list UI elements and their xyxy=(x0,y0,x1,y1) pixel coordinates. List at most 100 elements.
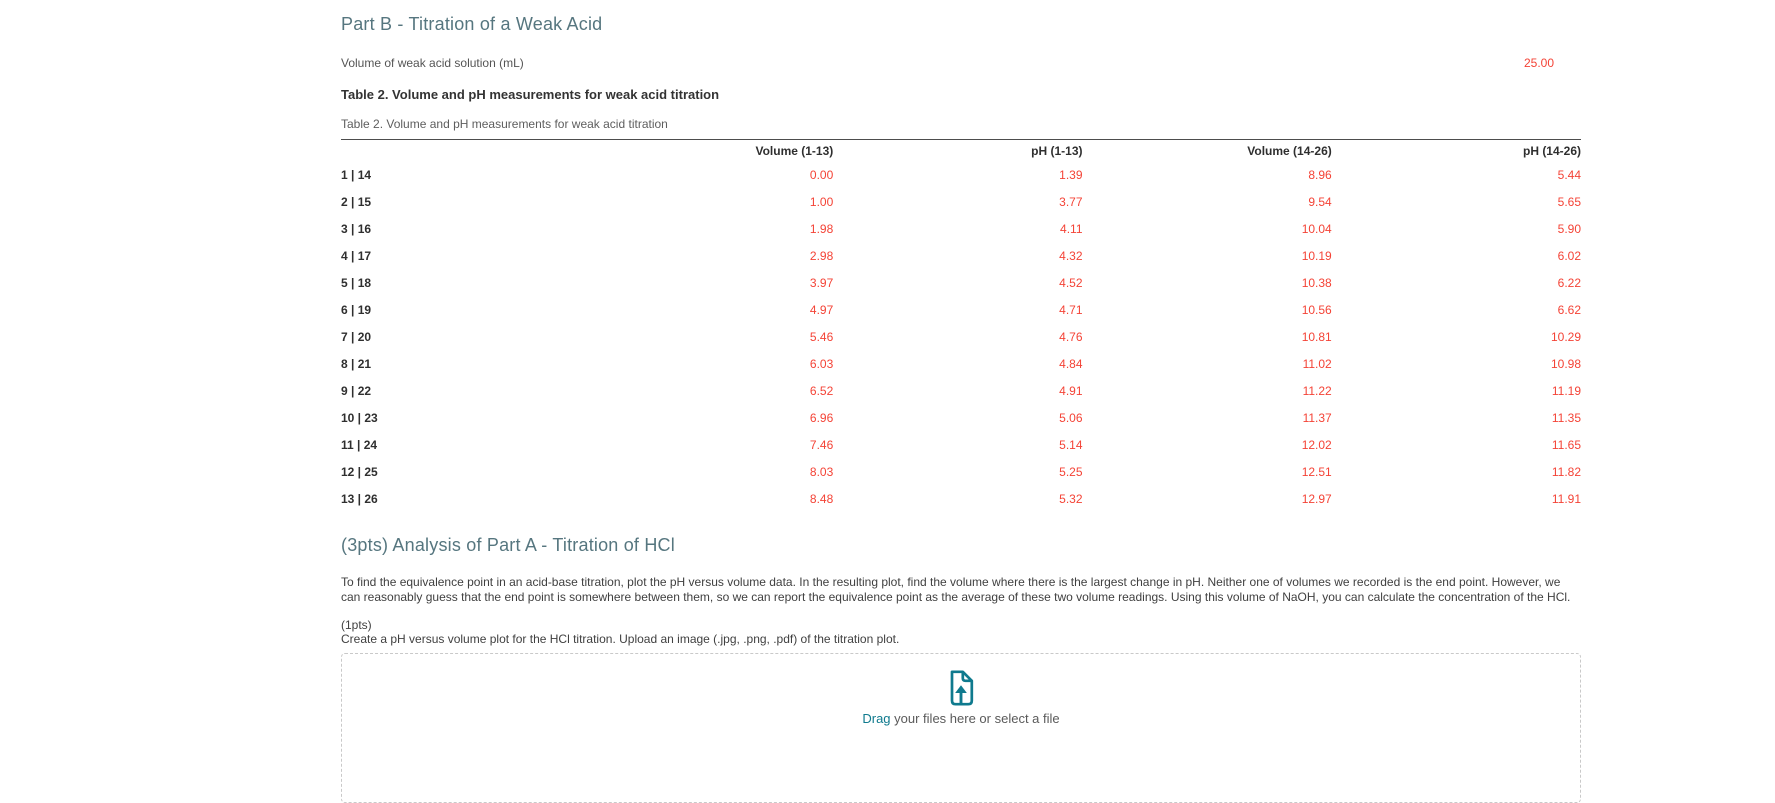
cell-value[interactable]: 4.84 xyxy=(1059,356,1083,371)
cell-value[interactable]: 10.81 xyxy=(1301,329,1332,344)
analysis-section-title: (3pts) Analysis of Part A - Titration of… xyxy=(341,535,675,555)
part-b-section-title: Part B - Titration of a Weak Acid xyxy=(341,14,603,34)
cell-value[interactable]: 2.98 xyxy=(809,248,834,263)
table-row: 10 | 23 6.96 5.06 11.37 11.35 xyxy=(341,404,1581,431)
cell-value[interactable]: 10.19 xyxy=(1301,248,1332,263)
table-row: 4 | 17 2.98 4.32 10.19 6.02 xyxy=(341,242,1581,269)
cell-value[interactable]: 12.02 xyxy=(1301,437,1332,452)
row-label: 2 | 15 xyxy=(341,194,372,209)
cell-value[interactable]: 11.22 xyxy=(1302,383,1332,398)
column-header: Volume (14-26) xyxy=(1247,144,1332,158)
column-header: pH (1-13) xyxy=(1031,144,1083,158)
cell-value[interactable]: 4.52 xyxy=(1059,275,1083,290)
row-label: 12 | 25 xyxy=(341,464,378,479)
table-row: 1 | 14 0.00 1.39 8.96 5.44 xyxy=(341,161,1581,188)
cell-value[interactable]: 5.90 xyxy=(1557,221,1581,236)
row-label: 13 | 26 xyxy=(341,491,378,506)
measurements-table: Volume (1-13) pH (1-13) Volume (14-26) pH (… xyxy=(341,139,1581,512)
cell-value[interactable]: 4.97 xyxy=(809,302,834,317)
file-upload-dropzone[interactable]: Drag your files here or select a file xyxy=(341,653,1581,803)
cell-value[interactable]: 11.37 xyxy=(1302,410,1332,425)
upload-hint-text[interactable]: Drag your files here or select a file xyxy=(862,711,1059,726)
cell-value[interactable]: 11.35 xyxy=(1551,410,1581,425)
measurements-table-body: 1 | 14 0.00 1.39 8.96 5.44 2 | 15 1.00 3.77 9.54… xyxy=(341,161,1581,512)
row-label: 6 | 19 xyxy=(341,302,372,317)
cell-value[interactable]: 4.11 xyxy=(1060,221,1083,236)
cell-value[interactable]: 12.51 xyxy=(1301,464,1332,479)
cell-value[interactable]: 7.46 xyxy=(809,437,834,452)
table-row: 2 | 15 1.00 3.77 9.54 5.65 xyxy=(341,188,1581,215)
table-row: 5 | 18 3.97 4.52 10.38 6.22 xyxy=(341,269,1581,296)
table-row: 11 | 24 7.46 5.14 12.02 11.65 xyxy=(341,431,1581,458)
lab-report-content: Part B - Titration of a Weak Acid Volume… xyxy=(341,0,1581,803)
row-label: 1 | 14 xyxy=(341,167,372,182)
cell-value[interactable]: 11.65 xyxy=(1551,437,1581,452)
cell-value[interactable]: 10.04 xyxy=(1301,221,1332,236)
cell-value[interactable]: 1.39 xyxy=(1059,167,1083,182)
cell-value[interactable]: 8.03 xyxy=(809,464,834,479)
cell-value[interactable]: 4.76 xyxy=(1059,329,1083,344)
table-2-title: Table 2. Volume and pH measurements for … xyxy=(341,87,720,102)
row-label: 11 | 24 xyxy=(341,437,378,452)
cell-value[interactable]: 5.25 xyxy=(1059,464,1083,479)
cell-value[interactable]: 1.98 xyxy=(809,221,834,236)
table-row: 8 | 21 6.03 4.84 11.02 10.98 xyxy=(341,350,1581,377)
cell-value[interactable]: 6.52 xyxy=(809,383,834,398)
cell-value[interactable]: 10.56 xyxy=(1301,302,1332,317)
table-row: 12 | 25 8.03 5.25 12.51 11.82 xyxy=(341,458,1581,485)
cell-value[interactable]: 4.32 xyxy=(1059,248,1083,263)
row-label: 3 | 16 xyxy=(341,221,372,236)
cell-value[interactable]: 6.62 xyxy=(1557,302,1581,317)
cell-value[interactable]: 5.06 xyxy=(1059,410,1083,425)
cell-value[interactable]: 11.82 xyxy=(1551,464,1581,479)
cell-value[interactable]: 5.44 xyxy=(1557,167,1581,182)
column-header: Volume (1-13) xyxy=(755,144,834,158)
upload-question: (1pts) Create a pH versus volume plot fo… xyxy=(341,618,1581,646)
column-header xyxy=(341,140,584,162)
table-row: 9 | 22 6.52 4.91 11.22 11.19 xyxy=(341,377,1581,404)
volume-field-label: Volume of weak acid solution (mL) xyxy=(341,56,524,70)
cell-value[interactable]: 0.00 xyxy=(809,167,834,182)
row-label: 5 | 18 xyxy=(341,275,372,290)
row-label: 7 | 20 xyxy=(341,329,372,344)
table-row: 3 | 16 1.98 4.11 10.04 5.90 xyxy=(341,215,1581,242)
cell-value[interactable]: 12.97 xyxy=(1301,491,1332,506)
row-label: 9 | 22 xyxy=(341,383,372,398)
cell-value[interactable]: 1.00 xyxy=(809,194,834,209)
cell-value[interactable]: 4.91 xyxy=(1059,383,1083,398)
cell-value[interactable]: 9.54 xyxy=(1308,194,1332,209)
cell-value[interactable]: 5.32 xyxy=(1059,491,1083,506)
cell-value[interactable]: 8.96 xyxy=(1308,167,1332,182)
cell-value[interactable]: 6.02 xyxy=(1557,248,1581,263)
cell-value[interactable]: 5.46 xyxy=(809,329,834,344)
row-label: 10 | 23 xyxy=(341,410,378,425)
cell-value[interactable]: 8.48 xyxy=(809,491,834,506)
table-row: 7 | 20 5.46 4.76 10.81 10.29 xyxy=(341,323,1581,350)
points-label: (1pts) xyxy=(341,618,372,632)
cell-value[interactable]: 6.96 xyxy=(809,410,834,425)
row-label: 8 | 21 xyxy=(341,356,372,371)
volume-field-row: Volume of weak acid solution (mL) 25.00 xyxy=(341,56,1581,70)
cell-value[interactable]: 3.97 xyxy=(809,275,834,290)
volume-field-value[interactable]: 25.00 xyxy=(1523,56,1554,70)
cell-value[interactable]: 10.38 xyxy=(1301,275,1332,290)
cell-value[interactable]: 10.98 xyxy=(1550,356,1581,371)
table-header-row: Volume (1-13) pH (1-13) Volume (14-26) pH (… xyxy=(341,140,1581,162)
row-label: 4 | 17 xyxy=(341,248,372,263)
file-upload-icon[interactable] xyxy=(946,670,976,706)
cell-value[interactable]: 6.03 xyxy=(809,356,834,371)
cell-value[interactable]: 5.14 xyxy=(1059,437,1083,452)
cell-value[interactable]: 11.02 xyxy=(1302,356,1332,371)
upload-hint-rest: your files here or select a file xyxy=(890,711,1060,726)
cell-value[interactable]: 3.77 xyxy=(1059,194,1083,209)
measurements-table-head: Volume (1-13) pH (1-13) Volume (14-26) pH (… xyxy=(341,140,1581,162)
cell-value[interactable]: 11.91 xyxy=(1551,491,1581,506)
cell-value[interactable]: 11.19 xyxy=(1551,383,1581,398)
cell-value[interactable]: 4.71 xyxy=(1059,302,1083,317)
upload-hint-lead[interactable]: Drag xyxy=(862,711,891,726)
upload-instruction: Create a pH versus volume plot for the H… xyxy=(341,632,900,646)
cell-value[interactable]: 10.29 xyxy=(1550,329,1581,344)
table-row: 6 | 19 4.97 4.71 10.56 6.62 xyxy=(341,296,1581,323)
cell-value[interactable]: 6.22 xyxy=(1557,275,1581,290)
cell-value[interactable]: 5.65 xyxy=(1557,194,1581,209)
